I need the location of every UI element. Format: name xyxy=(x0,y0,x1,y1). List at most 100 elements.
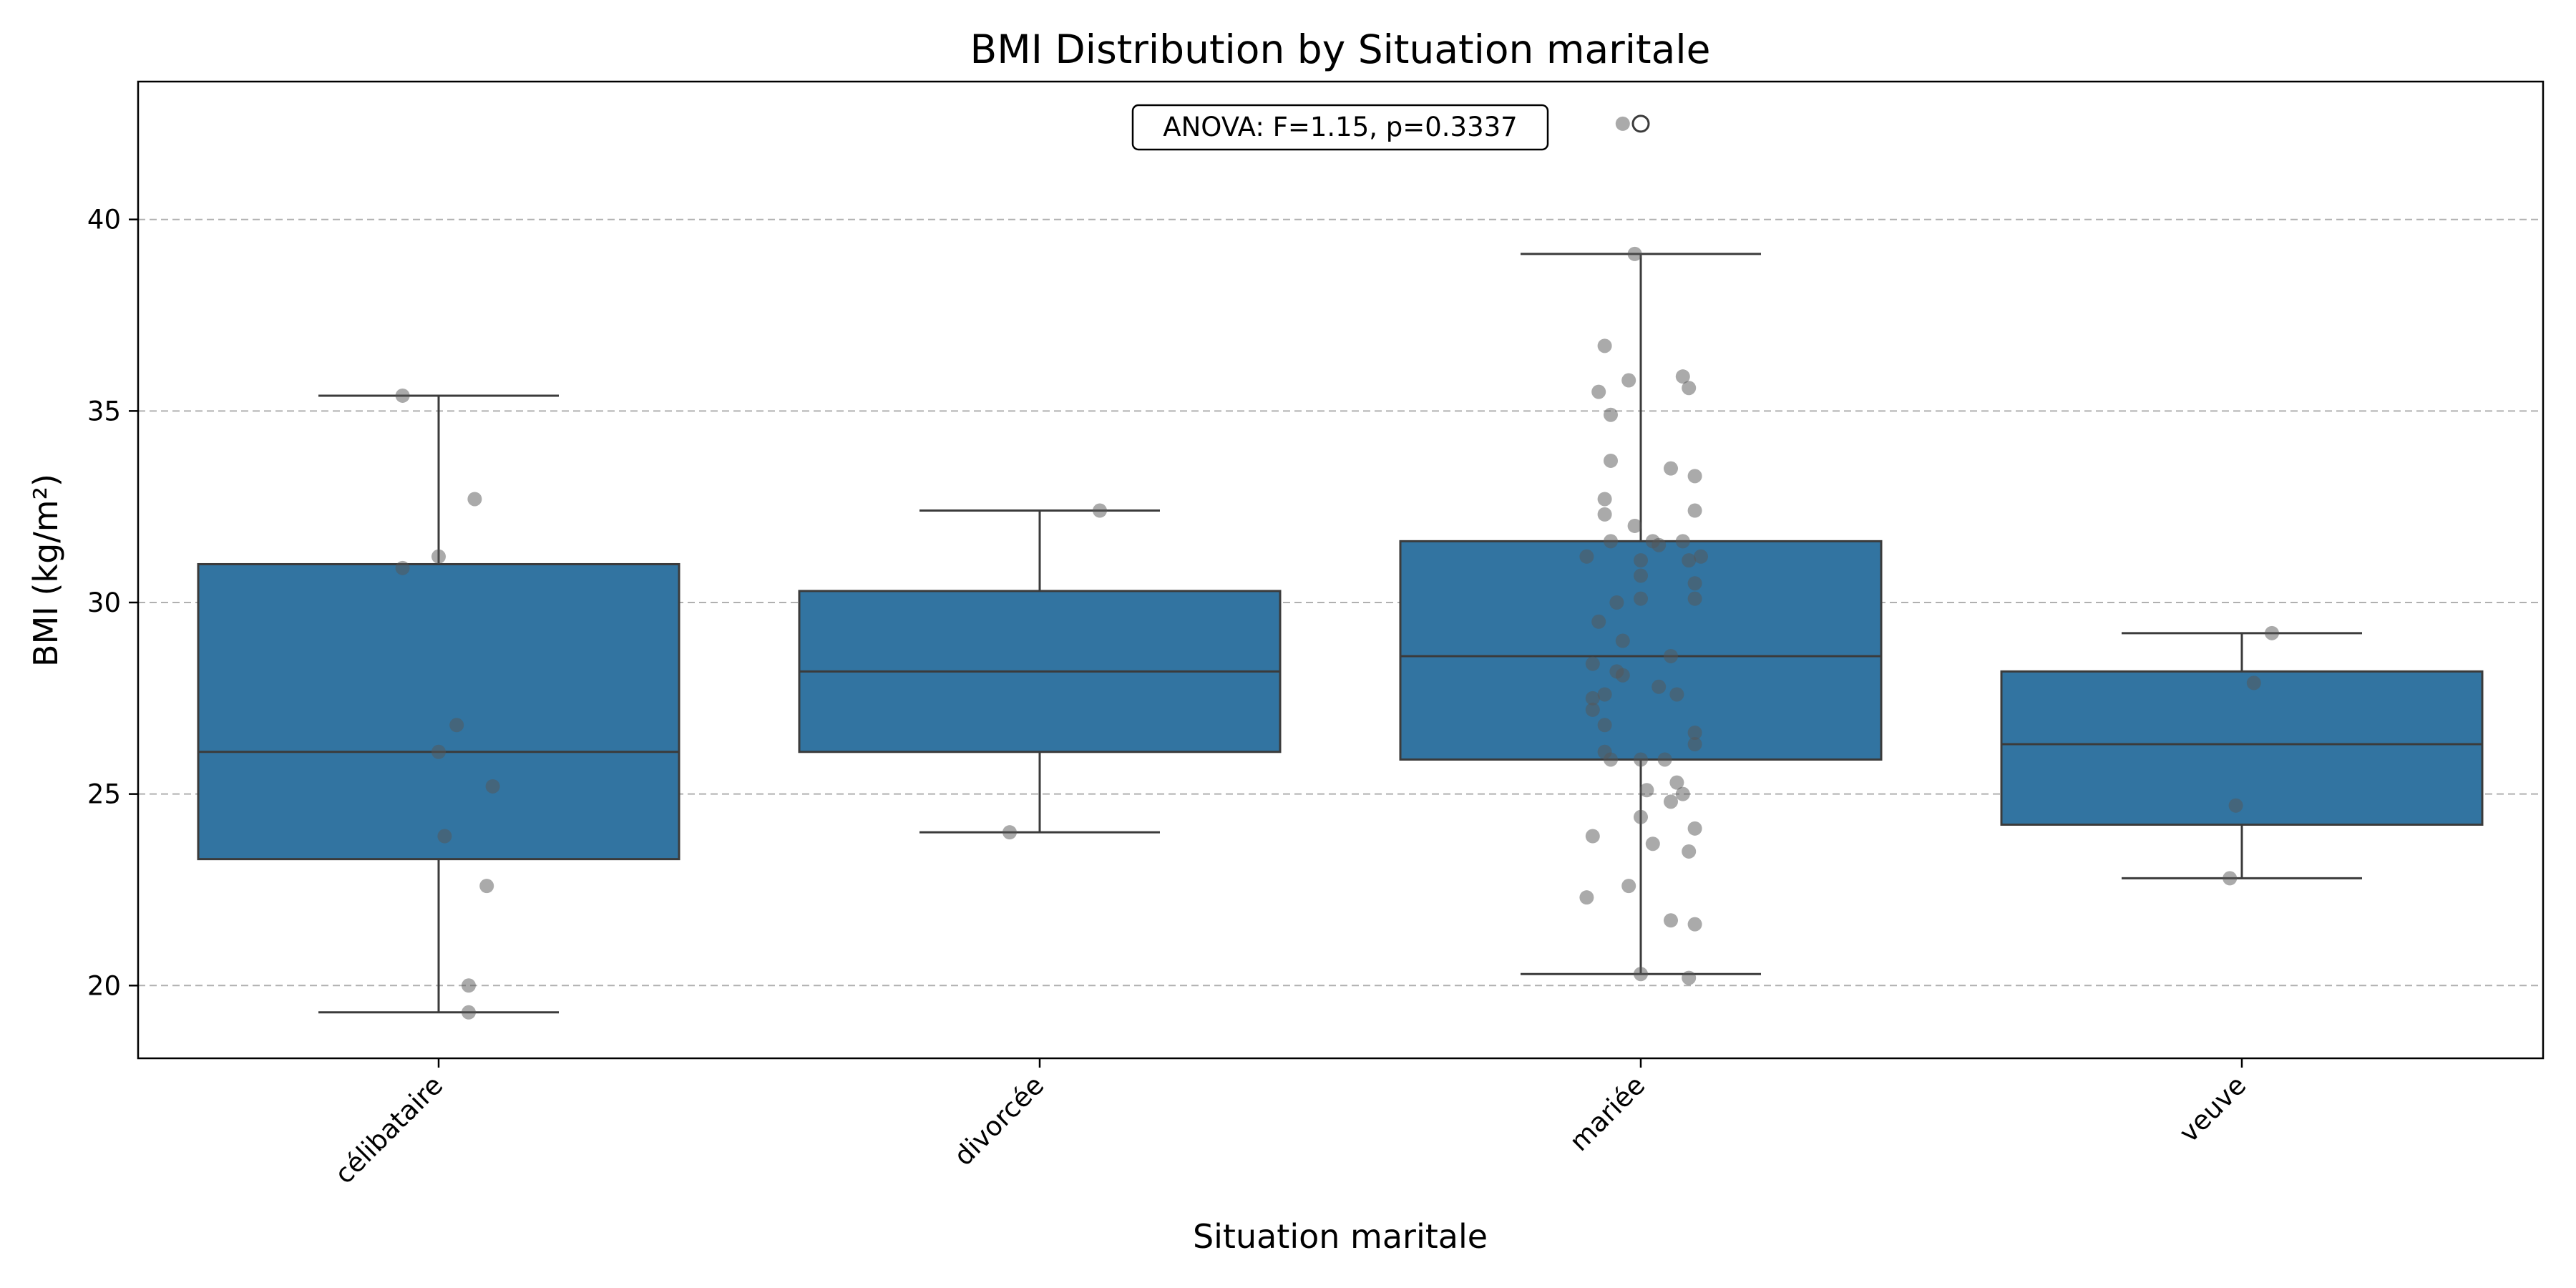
data-point xyxy=(1675,534,1690,549)
data-point xyxy=(2265,625,2279,640)
data-point xyxy=(1597,687,1612,702)
iqr-box xyxy=(2000,670,2484,826)
data-point xyxy=(1652,679,1667,694)
y-axis-label: BMI (kg/m²) xyxy=(26,474,65,667)
data-point xyxy=(485,779,500,794)
data-point xyxy=(431,549,446,564)
strip-points xyxy=(395,116,2279,1020)
y-tick-label-30: 30 xyxy=(87,587,121,618)
data-point xyxy=(1634,752,1648,767)
x-tick-label-célibataire: célibataire xyxy=(328,1070,449,1190)
plot-frame xyxy=(137,80,2545,1060)
data-point xyxy=(1579,890,1594,905)
anova-annotation: ANOVA: F=1.15, p=0.3337 xyxy=(1131,104,1549,151)
data-point xyxy=(1591,614,1606,629)
data-point xyxy=(1687,917,1702,932)
data-point xyxy=(1634,568,1648,583)
data-point xyxy=(1604,752,1618,767)
y-tick-label-25: 25 xyxy=(87,779,121,810)
data-point xyxy=(1675,369,1690,384)
data-point xyxy=(1615,668,1630,683)
iqr-box xyxy=(197,562,680,861)
data-point xyxy=(1687,726,1702,740)
data-point xyxy=(1687,821,1702,836)
data-point xyxy=(1645,836,1660,852)
data-point xyxy=(2223,871,2238,886)
y-axis-ticks: 20 25 30 35 40 xyxy=(87,205,138,1001)
data-point xyxy=(1604,453,1618,468)
data-point xyxy=(1664,794,1678,809)
data-point xyxy=(1652,537,1667,552)
data-point xyxy=(1664,648,1678,663)
annotation-box xyxy=(1131,104,1549,151)
data-point xyxy=(1657,752,1672,767)
data-point xyxy=(2228,798,2243,813)
data-point xyxy=(1664,913,1678,928)
data-point xyxy=(437,829,452,844)
data-point xyxy=(1002,825,1017,840)
data-point xyxy=(449,718,464,733)
data-point xyxy=(1627,246,1642,261)
data-point xyxy=(1682,553,1697,568)
box-divorcée xyxy=(798,509,1282,834)
data-point xyxy=(1609,595,1624,610)
y-tick-label-35: 35 xyxy=(87,396,121,426)
y-tick-label-20: 20 xyxy=(87,970,121,1001)
data-point xyxy=(395,560,410,575)
data-point xyxy=(1585,702,1600,717)
data-point xyxy=(1634,809,1648,824)
data-point xyxy=(1597,718,1612,733)
data-point xyxy=(1585,829,1600,844)
data-point xyxy=(395,388,410,403)
box-célibataire xyxy=(197,394,680,1014)
data-point xyxy=(1621,879,1636,894)
data-point xyxy=(1664,461,1678,476)
data-point xyxy=(1687,737,1702,752)
data-point xyxy=(1604,534,1618,549)
data-point xyxy=(1604,407,1618,422)
data-point xyxy=(1579,549,1594,564)
x-tick-label-divorcée: divorcée xyxy=(948,1070,1050,1172)
data-point xyxy=(462,978,476,993)
data-point xyxy=(1615,633,1630,648)
data-point xyxy=(1669,687,1684,702)
data-point xyxy=(1585,656,1600,671)
boxes xyxy=(197,114,2484,1014)
data-point xyxy=(1615,116,1630,131)
x-tick-label-veuve: veuve xyxy=(2173,1070,2252,1148)
data-point xyxy=(479,879,494,894)
data-point xyxy=(1093,503,1107,518)
x-tick-label-mariée: mariée xyxy=(1563,1070,1651,1157)
box-mariée xyxy=(1399,114,1883,975)
data-point xyxy=(1621,373,1636,388)
x-axis-ticks: célibataire divorcée mariée veuve xyxy=(328,1058,2252,1190)
data-point xyxy=(1585,691,1600,706)
data-point xyxy=(1687,469,1702,484)
data-point xyxy=(1694,549,1708,564)
data-point xyxy=(1634,591,1648,606)
outlier-point xyxy=(1631,114,1650,133)
x-axis-label: Situation maritale xyxy=(1193,1217,1488,1256)
data-point xyxy=(1597,507,1612,522)
data-point xyxy=(1682,844,1697,859)
data-point xyxy=(1639,783,1654,798)
data-point xyxy=(1627,518,1642,533)
data-point xyxy=(2246,675,2261,691)
data-point xyxy=(1682,970,1697,985)
chart-title: BMI Distribution by Situation maritale xyxy=(970,26,1711,72)
data-point xyxy=(1597,338,1612,353)
data-point xyxy=(1669,775,1684,790)
data-point xyxy=(462,1005,476,1020)
y-tick-label-40: 40 xyxy=(87,205,121,235)
data-point xyxy=(1687,503,1702,518)
data-point xyxy=(1682,381,1697,396)
data-point xyxy=(467,492,482,507)
data-point xyxy=(1687,576,1702,591)
box-veuve xyxy=(2000,632,2484,879)
data-point xyxy=(1591,384,1606,399)
data-point xyxy=(1634,967,1648,982)
data-point xyxy=(1675,786,1690,801)
data-point xyxy=(1597,492,1612,507)
data-point xyxy=(1634,553,1648,568)
